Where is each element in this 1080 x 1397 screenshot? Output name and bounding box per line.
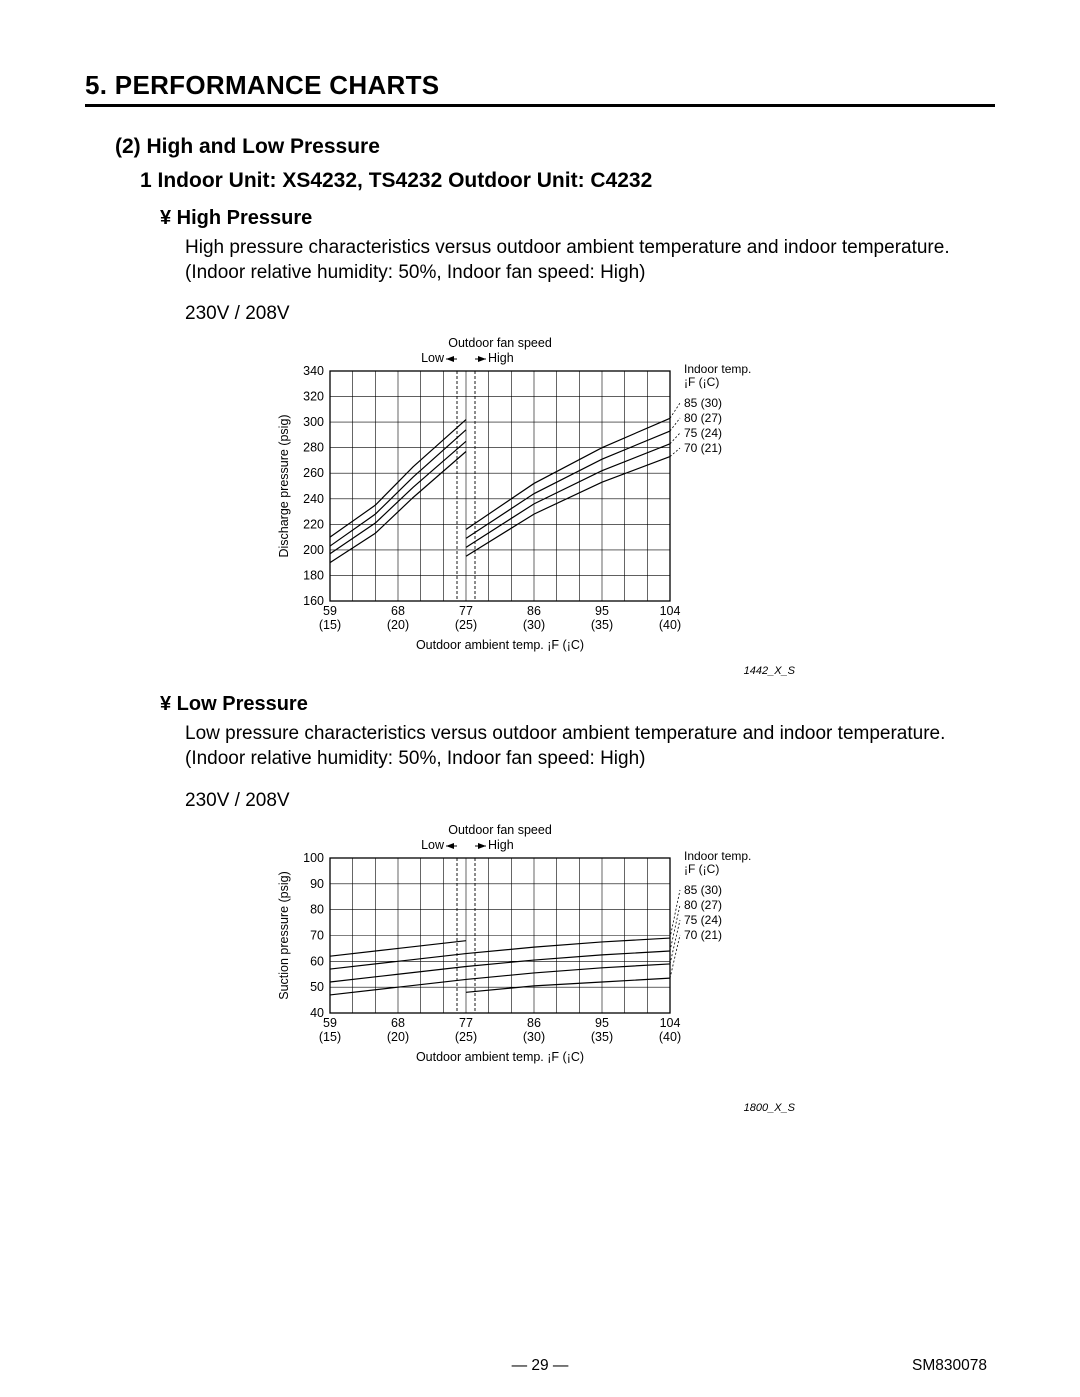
svg-text:85 (30): 85 (30) (684, 883, 722, 897)
section-title: (2) High and Low Pressure (115, 135, 995, 159)
svg-text:260: 260 (303, 467, 324, 481)
svg-text:(20): (20) (387, 618, 409, 632)
svg-text:Low: Low (421, 351, 445, 365)
svg-text:180: 180 (303, 569, 324, 583)
svg-text:77: 77 (459, 604, 473, 618)
svg-text:(40): (40) (659, 1030, 681, 1044)
svg-text:40: 40 (310, 1006, 324, 1020)
svg-text:Outdoor fan speed: Outdoor fan speed (448, 823, 552, 837)
svg-text:80: 80 (310, 902, 324, 916)
svg-text:59: 59 (323, 1016, 337, 1030)
svg-text:(25): (25) (455, 618, 477, 632)
high-pressure-chart: 16018020022024026028030032034059(15)68(2… (85, 331, 995, 671)
low-pressure-desc2: (Indoor relative humidity: 50%, Indoor f… (185, 747, 995, 772)
svg-text:50: 50 (310, 980, 324, 994)
svg-text:¡F (¡C): ¡F (¡C) (684, 375, 719, 389)
svg-text:70 (21): 70 (21) (684, 928, 722, 942)
svg-text:68: 68 (391, 1016, 405, 1030)
svg-text:80 (27): 80 (27) (684, 411, 722, 425)
svg-text:200: 200 (303, 543, 324, 557)
svg-text:320: 320 (303, 390, 324, 404)
svg-text:300: 300 (303, 415, 324, 429)
svg-text:100: 100 (303, 851, 324, 865)
svg-text:59: 59 (323, 604, 337, 618)
svg-text:75 (24): 75 (24) (684, 913, 722, 927)
svg-text:Discharge pressure (psig): Discharge pressure (psig) (277, 415, 291, 558)
low-pressure-desc1: Low pressure characteristics versus outd… (185, 722, 995, 747)
svg-text:280: 280 (303, 441, 324, 455)
svg-text:Indoor temp.: Indoor temp. (684, 849, 751, 863)
svg-text:Outdoor fan speed: Outdoor fan speed (448, 336, 552, 350)
svg-text:(30): (30) (523, 618, 545, 632)
high-pressure-figref: 1442_X_S (744, 665, 795, 677)
svg-text:(30): (30) (523, 1030, 545, 1044)
svg-text:68: 68 (391, 604, 405, 618)
high-pressure-desc2: (Indoor relative humidity: 50%, Indoor f… (185, 261, 995, 286)
svg-text:Low: Low (421, 838, 445, 852)
svg-text:Indoor temp.: Indoor temp. (684, 362, 751, 376)
page-title: 5. PERFORMANCE CHARTS (85, 70, 995, 107)
svg-text:Outdoor ambient temp. ¡F (¡C): Outdoor ambient temp. ¡F (¡C) (416, 638, 584, 652)
svg-text:90: 90 (310, 877, 324, 891)
svg-text:(40): (40) (659, 618, 681, 632)
svg-text:240: 240 (303, 492, 324, 506)
low-pressure-figref: 1800_X_S (744, 1102, 795, 1114)
svg-text:95: 95 (595, 1016, 609, 1030)
svg-text:85 (30): 85 (30) (684, 396, 722, 410)
high-pressure-desc1: High pressure characteristics versus out… (185, 236, 995, 261)
svg-text:(35): (35) (591, 618, 613, 632)
low-pressure-chart: 40 50 60 70 80 90 100 59(15) 68(20) 77(25) 86(30) 9… (85, 818, 995, 1108)
low-pressure-heading: ¥ Low Pressure (160, 693, 995, 716)
svg-text:77: 77 (459, 1016, 473, 1030)
svg-text:340: 340 (303, 364, 324, 378)
svg-text:70 (21): 70 (21) (684, 441, 722, 455)
svg-text:86: 86 (527, 604, 541, 618)
unit-title: 1 Indoor Unit: XS4232, TS4232 Outdoor Un… (140, 169, 995, 193)
svg-text:60: 60 (310, 954, 324, 968)
svg-text:70: 70 (310, 928, 324, 942)
svg-text:104: 104 (660, 604, 681, 618)
svg-text:(15): (15) (319, 618, 341, 632)
low-pressure-voltage: 230V / 208V (185, 790, 995, 812)
svg-text:High: High (488, 838, 514, 852)
svg-text:86: 86 (527, 1016, 541, 1030)
svg-text:(15): (15) (319, 1030, 341, 1044)
svg-text:75 (24): 75 (24) (684, 426, 722, 440)
high-pressure-voltage: 230V / 208V (185, 303, 995, 325)
svg-text:95: 95 (595, 604, 609, 618)
svg-text:High: High (488, 351, 514, 365)
svg-text:(25): (25) (455, 1030, 477, 1044)
doc-id: SM830078 (912, 1357, 987, 1375)
svg-text:Suction pressure (psig): Suction pressure (psig) (277, 871, 291, 1000)
svg-text:104: 104 (660, 1016, 681, 1030)
svg-text:(20): (20) (387, 1030, 409, 1044)
high-pressure-heading: ¥ High Pressure (160, 207, 995, 230)
svg-text:¡F (¡C): ¡F (¡C) (684, 862, 719, 876)
svg-text:220: 220 (303, 518, 324, 532)
svg-text:Outdoor ambient temp. ¡F (¡C): Outdoor ambient temp. ¡F (¡C) (416, 1050, 584, 1064)
svg-text:160: 160 (303, 594, 324, 608)
svg-text:80 (27): 80 (27) (684, 898, 722, 912)
svg-text:(35): (35) (591, 1030, 613, 1044)
